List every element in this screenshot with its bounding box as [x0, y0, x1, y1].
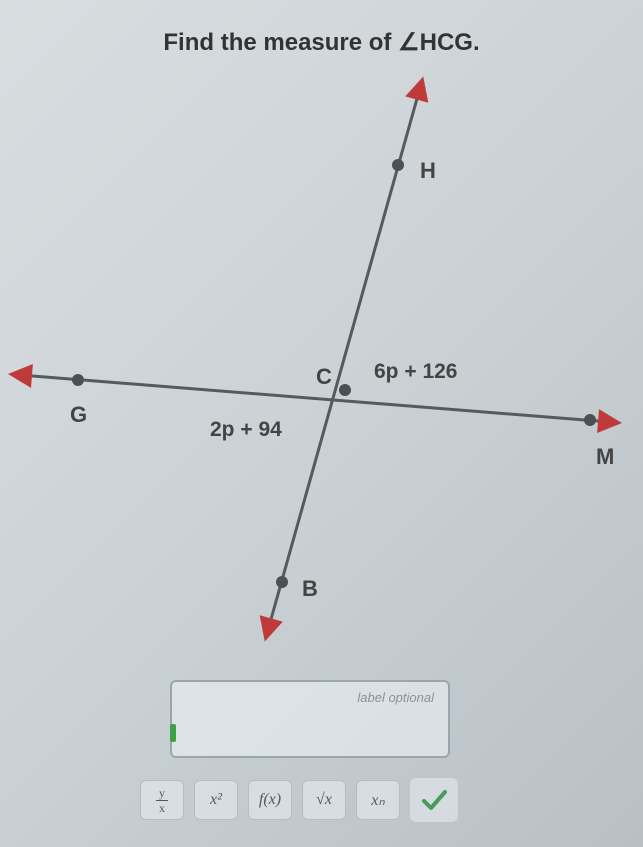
check-icon	[419, 785, 449, 815]
fraction-button[interactable]: y x	[140, 780, 184, 820]
submit-button[interactable]	[410, 778, 458, 822]
diagram-svg	[0, 70, 643, 650]
question-text: Find the measure of ∠HCG.	[0, 28, 643, 57]
point-c	[339, 384, 351, 396]
answer-area: label optional	[170, 680, 470, 758]
label-g: G	[70, 402, 87, 428]
expr-gcb: 2p + 94	[210, 418, 282, 442]
line-gm	[20, 375, 610, 422]
point-m	[584, 414, 596, 426]
label-b: B	[302, 576, 318, 602]
label-m: M	[596, 444, 614, 470]
subscript-button[interactable]: xₙ	[356, 780, 400, 820]
power-button[interactable]: x²	[194, 780, 238, 820]
point-h	[392, 159, 404, 171]
math-toolbar: y x x² f(x) √x xₙ	[140, 778, 458, 822]
function-button[interactable]: f(x)	[248, 780, 292, 820]
angle-name: HCG.	[420, 29, 480, 56]
geometry-diagram: G M H B C 6p + 126 2p + 94	[0, 70, 643, 650]
label-c: C	[316, 364, 332, 390]
angle-symbol: ∠	[398, 28, 420, 57]
point-b	[276, 576, 288, 588]
input-handle	[170, 724, 176, 742]
label-optional: label optional	[357, 690, 434, 705]
question-prefix: Find the measure of	[163, 29, 398, 56]
answer-input[interactable]: label optional	[170, 680, 450, 758]
expr-hcm: 6p + 126	[374, 360, 457, 384]
fraction-icon: y x	[156, 787, 168, 814]
point-g	[72, 374, 84, 386]
sqrt-button[interactable]: √x	[302, 780, 346, 820]
label-h: H	[420, 158, 436, 184]
